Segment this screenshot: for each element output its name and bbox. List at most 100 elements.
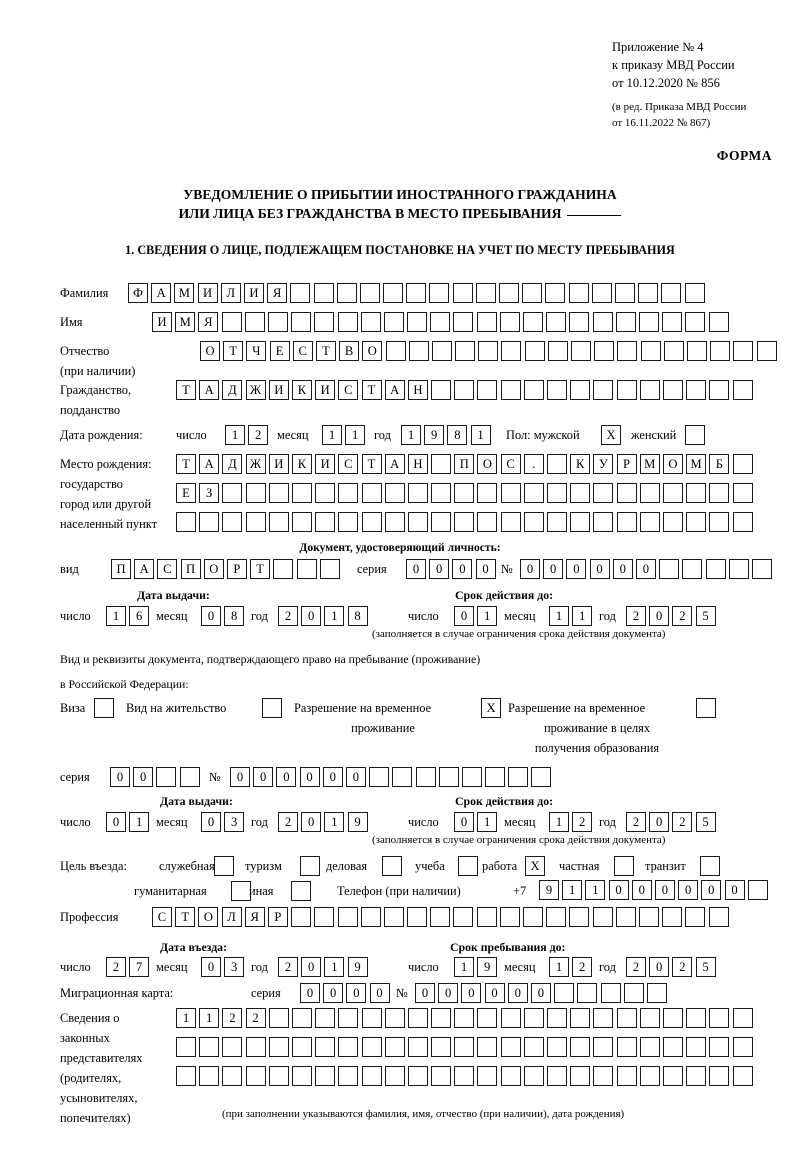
char-cell[interactable] <box>176 512 196 532</box>
char-cell[interactable] <box>291 512 312 532</box>
char-cell[interactable]: Р <box>226 559 247 579</box>
char-cell[interactable] <box>705 559 726 579</box>
char-cell[interactable]: С <box>338 380 359 400</box>
char-cell[interactable] <box>369 767 390 787</box>
char-cell[interactable]: 2 <box>245 1008 266 1028</box>
char-cell[interactable]: 0 <box>322 767 343 787</box>
char-cell[interactable]: 0 <box>369 983 390 1003</box>
char-cell[interactable]: 2 <box>672 957 693 977</box>
char-cell[interactable]: X <box>601 425 621 445</box>
char-cell[interactable]: И <box>315 380 336 400</box>
char-cell[interactable] <box>640 341 661 361</box>
char-cell[interactable]: Е <box>176 483 196 503</box>
char-cell[interactable] <box>662 907 683 927</box>
char-cell[interactable] <box>662 1037 683 1057</box>
char-cell[interactable]: 1 <box>225 425 245 445</box>
char-cell[interactable] <box>593 1037 614 1057</box>
char-cell[interactable]: Т <box>175 907 196 927</box>
char-cell[interactable] <box>700 856 720 876</box>
char-cell[interactable] <box>500 1037 521 1057</box>
char-cell[interactable]: Л <box>220 283 241 303</box>
char-cell[interactable] <box>431 1066 452 1086</box>
char-cell[interactable]: П <box>180 559 201 579</box>
char-cell[interactable]: Т <box>176 454 196 474</box>
char-cell[interactable] <box>570 483 591 503</box>
char-cell[interactable]: Т <box>176 380 196 400</box>
char-cell[interactable] <box>686 1037 707 1057</box>
char-cell[interactable] <box>477 1008 498 1028</box>
char-cell[interactable]: 9 <box>539 880 559 900</box>
char-cell[interactable] <box>313 283 334 303</box>
char-cell[interactable]: 0 <box>201 606 221 626</box>
char-cell[interactable] <box>531 767 552 787</box>
char-cell[interactable] <box>732 1008 753 1028</box>
char-cell[interactable]: А <box>134 559 155 579</box>
char-cell[interactable] <box>476 907 497 927</box>
char-cell[interactable]: . <box>523 454 544 474</box>
char-cell[interactable] <box>245 512 266 532</box>
char-cell[interactable]: 0 <box>461 983 482 1003</box>
char-cell[interactable]: 8 <box>347 606 368 626</box>
char-cell[interactable] <box>646 983 667 1003</box>
char-cell[interactable]: 5 <box>695 957 716 977</box>
char-cell[interactable] <box>547 1066 567 1086</box>
char-cell[interactable]: П <box>454 454 475 474</box>
char-cell[interactable] <box>361 1008 382 1028</box>
char-cell[interactable]: 1 <box>585 880 606 900</box>
char-cell[interactable] <box>431 1037 452 1057</box>
char-cell[interactable] <box>639 1066 660 1086</box>
char-cell[interactable] <box>245 1066 266 1086</box>
char-cell[interactable] <box>623 983 644 1003</box>
char-cell[interactable]: 0 <box>475 559 496 579</box>
char-cell[interactable] <box>268 483 289 503</box>
char-cell[interactable] <box>199 1066 220 1086</box>
char-cell[interactable] <box>732 512 753 532</box>
char-cell[interactable] <box>547 341 568 361</box>
char-cell[interactable] <box>408 341 429 361</box>
char-cell[interactable] <box>407 1037 428 1057</box>
char-cell[interactable]: К <box>570 454 591 474</box>
char-cell[interactable] <box>522 283 543 303</box>
char-cell[interactable] <box>616 512 637 532</box>
char-cell[interactable] <box>478 341 499 361</box>
char-cell[interactable] <box>685 425 705 445</box>
char-cell[interactable] <box>616 1066 637 1086</box>
char-cell[interactable] <box>732 1037 753 1057</box>
char-cell[interactable] <box>639 1037 660 1057</box>
char-cell[interactable] <box>709 483 730 503</box>
char-cell[interactable]: 9 <box>477 957 498 977</box>
char-cell[interactable]: 0 <box>299 767 320 787</box>
char-cell[interactable]: 1 <box>199 1008 220 1028</box>
temp-residence-checkbox[interactable]: X <box>481 698 501 718</box>
char-cell[interactable] <box>438 767 459 787</box>
char-cell[interactable] <box>268 1066 289 1086</box>
char-cell[interactable] <box>662 483 683 503</box>
char-cell[interactable] <box>291 483 312 503</box>
char-cell[interactable]: 0 <box>406 559 426 579</box>
char-cell[interactable] <box>685 907 706 927</box>
char-cell[interactable]: С <box>338 454 359 474</box>
char-cell[interactable]: 3 <box>224 812 245 832</box>
char-cell[interactable]: С <box>152 907 172 927</box>
char-cell[interactable]: 0 <box>346 983 367 1003</box>
char-cell[interactable] <box>361 1066 382 1086</box>
char-cell[interactable] <box>268 1037 289 1057</box>
char-cell[interactable]: 8 <box>447 425 468 445</box>
char-cell[interactable] <box>547 1008 567 1028</box>
char-cell[interactable] <box>500 512 521 532</box>
char-cell[interactable] <box>593 512 614 532</box>
char-cell[interactable] <box>338 512 359 532</box>
char-cell[interactable] <box>291 907 312 927</box>
char-cell[interactable]: 1 <box>324 606 345 626</box>
char-cell[interactable] <box>454 483 475 503</box>
char-cell[interactable] <box>384 1008 405 1028</box>
purpose-checkbox-7[interactable] <box>700 856 720 876</box>
char-cell[interactable] <box>383 907 404 927</box>
char-cell[interactable] <box>523 312 543 332</box>
